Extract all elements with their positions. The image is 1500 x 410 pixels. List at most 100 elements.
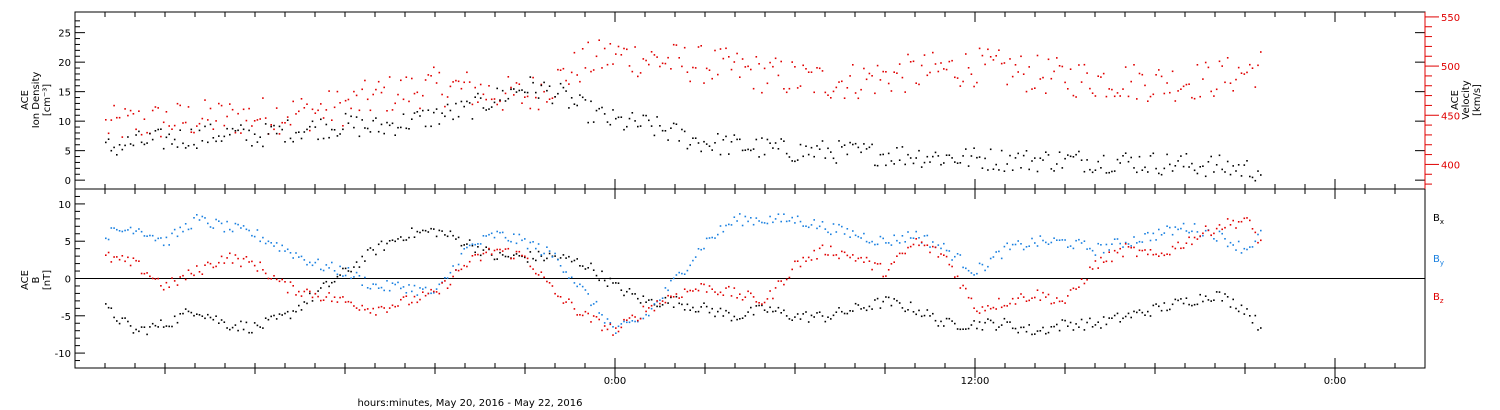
by-point bbox=[433, 292, 435, 294]
by-point bbox=[758, 220, 760, 222]
velocity-point bbox=[121, 136, 124, 138]
velocity-point bbox=[168, 125, 170, 127]
by-point bbox=[1069, 245, 1072, 247]
bx-point bbox=[796, 313, 799, 315]
density-point bbox=[468, 102, 471, 104]
bz-point bbox=[661, 300, 664, 302]
bz-point bbox=[394, 305, 396, 308]
bz-point bbox=[1166, 253, 1168, 255]
bx-point bbox=[151, 322, 154, 325]
bx-point bbox=[457, 236, 460, 239]
density-point bbox=[937, 155, 940, 157]
density-point bbox=[932, 155, 934, 158]
by-point bbox=[973, 274, 975, 276]
bz-point bbox=[446, 287, 449, 289]
by-point bbox=[521, 239, 523, 242]
bz-point bbox=[1136, 255, 1138, 258]
density-point bbox=[694, 137, 697, 139]
bz-point bbox=[457, 269, 460, 272]
velocity-point bbox=[220, 104, 223, 107]
bz-point bbox=[562, 302, 565, 304]
velocity-point bbox=[1056, 57, 1058, 59]
bx-point bbox=[615, 282, 617, 284]
bx-point bbox=[124, 317, 126, 319]
by-point bbox=[609, 322, 612, 324]
density-point bbox=[1039, 157, 1042, 159]
by-point bbox=[1144, 233, 1146, 235]
bz-point bbox=[1047, 293, 1050, 296]
by-point bbox=[1080, 242, 1083, 244]
bz-point bbox=[468, 260, 471, 263]
density-point bbox=[479, 97, 482, 99]
velocity-point bbox=[452, 81, 454, 83]
density-point bbox=[212, 137, 215, 139]
bx-point bbox=[386, 242, 388, 245]
bx-point bbox=[411, 227, 413, 229]
by-point bbox=[1182, 222, 1185, 225]
bz-point bbox=[251, 260, 253, 263]
bz-point bbox=[358, 309, 361, 311]
bz-point bbox=[615, 327, 617, 329]
bx-point bbox=[129, 325, 132, 327]
density-point bbox=[253, 133, 256, 135]
bx-point bbox=[286, 310, 289, 313]
bx-point bbox=[579, 265, 581, 267]
density-point bbox=[650, 125, 653, 127]
by-point bbox=[871, 240, 873, 243]
density-point bbox=[849, 141, 851, 144]
density-axis-label-line: Ion Density bbox=[31, 72, 42, 129]
bx-point bbox=[854, 302, 857, 305]
bz-point bbox=[926, 244, 929, 246]
density-point bbox=[1260, 174, 1262, 176]
bx-point bbox=[1047, 331, 1050, 334]
density-point bbox=[361, 119, 363, 121]
velocity-point bbox=[529, 107, 532, 110]
velocity-point bbox=[543, 90, 545, 93]
density-point bbox=[612, 109, 614, 111]
density-point bbox=[1229, 173, 1232, 176]
by-point bbox=[626, 321, 628, 324]
density-point bbox=[1036, 170, 1039, 173]
top-panel-frame bbox=[74, 11, 1426, 190]
by-point bbox=[923, 235, 926, 237]
bz-point bbox=[1091, 268, 1094, 270]
bx-point bbox=[1113, 314, 1116, 317]
bx-point bbox=[242, 328, 245, 331]
density-point bbox=[116, 154, 118, 156]
by-point bbox=[821, 221, 824, 223]
density-point bbox=[763, 153, 766, 156]
bx-point bbox=[413, 236, 416, 238]
density-point bbox=[391, 122, 394, 125]
bz-point bbox=[463, 264, 465, 267]
velocity-point bbox=[915, 82, 917, 84]
bz-point bbox=[945, 255, 948, 258]
bz-point bbox=[576, 314, 578, 316]
density-point bbox=[157, 128, 159, 131]
density-point bbox=[328, 136, 330, 139]
by-point bbox=[1078, 238, 1080, 241]
bx-point bbox=[554, 255, 556, 257]
density-point bbox=[1160, 173, 1163, 176]
bx-point bbox=[430, 227, 432, 230]
by-point bbox=[504, 236, 507, 239]
density-point bbox=[1108, 171, 1110, 174]
bx-point bbox=[507, 255, 510, 258]
velocity-point bbox=[201, 117, 204, 120]
velocity-point bbox=[127, 114, 129, 117]
velocity-point bbox=[234, 131, 237, 134]
density-point bbox=[929, 161, 931, 163]
bz-point bbox=[471, 255, 474, 257]
by-point bbox=[813, 219, 815, 221]
density-point bbox=[303, 131, 306, 133]
bz-point bbox=[1149, 249, 1152, 251]
velocity-point bbox=[422, 94, 424, 97]
velocity-point bbox=[320, 103, 322, 105]
bz-point bbox=[970, 297, 973, 300]
bx-point bbox=[984, 321, 986, 324]
bx-point bbox=[722, 315, 725, 317]
density-point bbox=[898, 159, 901, 161]
by-point bbox=[694, 256, 697, 258]
velocity-point bbox=[587, 41, 589, 44]
bz-point bbox=[366, 308, 369, 310]
